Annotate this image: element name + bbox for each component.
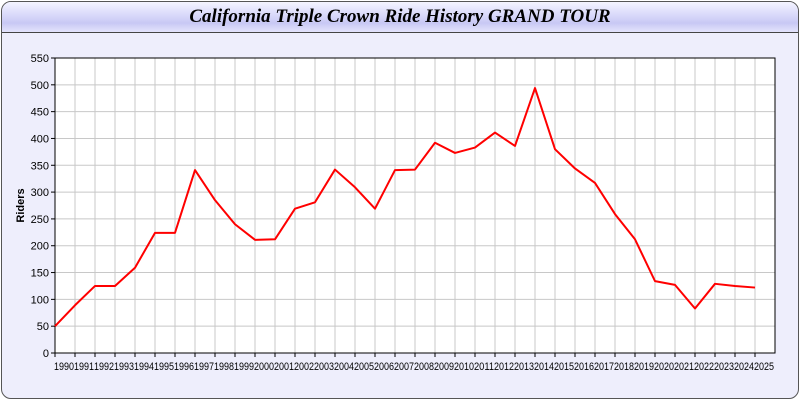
x-tick-label: 2003 — [314, 361, 334, 373]
y-axis-label: Riders — [15, 188, 27, 222]
x-tick-label: 1990 — [54, 361, 74, 373]
x-tick-label: 2004 — [334, 361, 354, 373]
x-tick-label: 1994 — [134, 361, 154, 373]
x-tick-label: 2020 — [654, 361, 674, 373]
x-tick-label: 2001 — [274, 361, 294, 373]
x-tick-label: 1996 — [174, 361, 194, 373]
x-tick-label: 2013 — [514, 361, 534, 373]
y-tick-label: 450 — [31, 107, 49, 119]
x-tick-label: 2015 — [554, 361, 574, 373]
x-tick-label: 2010 — [454, 361, 474, 373]
x-tick-label: 2016 — [574, 361, 594, 373]
y-tick-label: 150 — [31, 268, 49, 280]
y-tick-label: 300 — [31, 187, 49, 199]
plot-border — [54, 57, 776, 354]
x-tick-label: 2005 — [354, 361, 374, 373]
y-tick-label: 250 — [31, 214, 49, 226]
y-tick-label: 50 — [37, 321, 49, 333]
x-tick-label: 1999 — [234, 361, 254, 373]
x-tick-label: 2014 — [534, 361, 554, 373]
y-tick-label: 100 — [31, 294, 49, 306]
chart-title: California Triple Crown Ride History GRA… — [189, 6, 611, 27]
x-tick-label: 2018 — [614, 361, 634, 373]
x-tick-label: 2009 — [434, 361, 454, 373]
x-tick-label: 2012 — [494, 361, 514, 373]
x-tick-label: 2023 — [714, 361, 734, 373]
x-tick-label: 2019 — [634, 361, 654, 373]
y-tick-label: 0 — [43, 348, 49, 360]
y-tick-label: 200 — [31, 241, 49, 253]
x-tick-label: 1991 — [74, 361, 94, 373]
x-tick-label: 2024 — [734, 361, 754, 373]
x-tick-label: 1993 — [114, 361, 134, 373]
x-tick-label: 2017 — [594, 361, 614, 373]
riders-line — [54, 87, 756, 327]
x-tick-label: 2002 — [294, 361, 314, 373]
title-bar: California Triple Crown Ride History GRA… — [2, 2, 798, 33]
x-tick-label: 2008 — [414, 361, 434, 373]
x-tick-label: 2025 — [754, 361, 774, 373]
y-tick-label: 500 — [31, 80, 49, 92]
x-tick-label: 2006 — [374, 361, 394, 373]
y-tick-label: 550 — [31, 53, 49, 65]
y-tick-label: 400 — [31, 133, 49, 145]
x-tick-label: 2022 — [694, 361, 714, 373]
y-tick-label: 350 — [31, 160, 49, 172]
x-tick-label: 1995 — [154, 361, 174, 373]
x-tick-label: 2021 — [674, 361, 694, 373]
x-tick-label: 1997 — [194, 361, 214, 373]
x-tick-label: 2000 — [254, 361, 274, 373]
x-tick-label: 2007 — [394, 361, 414, 373]
x-tick-label: 2011 — [474, 361, 494, 373]
x-tick-label: 1998 — [214, 361, 234, 373]
x-tick-label: 1992 — [94, 361, 114, 373]
